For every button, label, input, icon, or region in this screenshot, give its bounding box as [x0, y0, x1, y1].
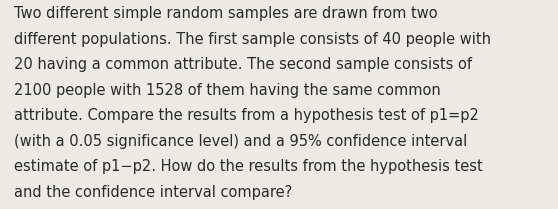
Text: (with a 0.05 significance level) and a 95% confidence interval: (with a 0.05 significance level) and a 9… — [14, 134, 467, 149]
Text: Two different simple random samples are drawn from two: Two different simple random samples are … — [14, 6, 437, 21]
Text: estimate of p1−p2. How do the results from the hypothesis test: estimate of p1−p2. How do the results fr… — [14, 159, 483, 174]
Text: and the confidence interval compare?: and the confidence interval compare? — [14, 185, 292, 200]
Text: attribute. Compare the results from a hypothesis test of p1=p2: attribute. Compare the results from a hy… — [14, 108, 479, 123]
Text: 2100 people with 1528 of them having the same common: 2100 people with 1528 of them having the… — [14, 83, 441, 98]
Text: 20 having a common attribute. The second sample consists of: 20 having a common attribute. The second… — [14, 57, 472, 72]
Text: different populations. The first sample consists of 40 people with: different populations. The first sample … — [14, 32, 491, 47]
